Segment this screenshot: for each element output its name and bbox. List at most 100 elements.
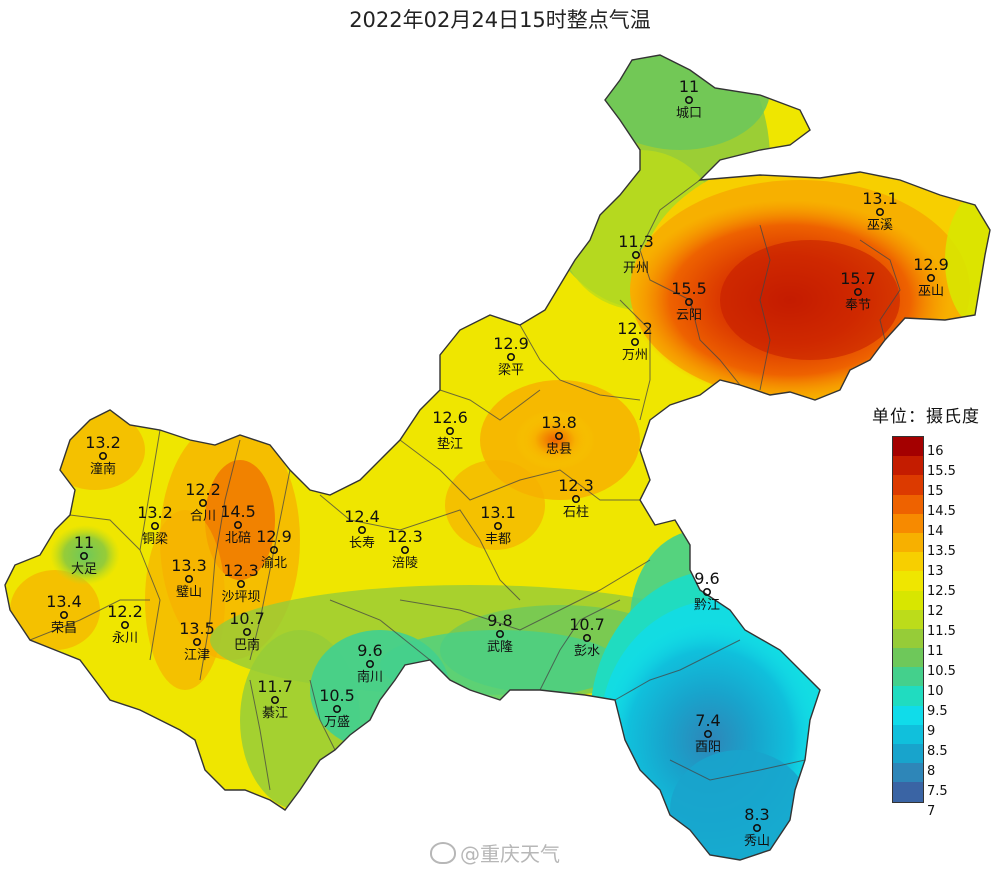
station-28: 9.6 黔江 xyxy=(694,569,720,613)
watermark: @重庆天气 xyxy=(430,838,560,867)
station-name: 綦江 xyxy=(262,706,288,721)
station-name: 巴南 xyxy=(234,637,260,653)
station-14: 13.2 铜梁 xyxy=(137,503,173,547)
legend-swatch xyxy=(893,494,923,514)
station-name: 大足 xyxy=(71,562,97,577)
station-33: 8.3 秀山 xyxy=(744,805,770,849)
station-5: 15.5 云阳 xyxy=(671,279,707,323)
legend-swatch xyxy=(893,667,923,687)
legend-tick-label: 7.5 xyxy=(927,784,948,799)
station-22: 13.4 荣昌 xyxy=(46,592,82,636)
station-31: 10.5 万盛 xyxy=(319,686,355,730)
watermark-text: @重庆天气 xyxy=(460,842,560,866)
legend-tick-label: 12 xyxy=(927,604,944,619)
legend-tick-label: 10 xyxy=(927,684,944,699)
legend-swatch xyxy=(893,782,923,802)
station-30: 11.7 綦江 xyxy=(257,677,293,721)
district-boundaries xyxy=(29,179,901,791)
station-temperature: 9.8 xyxy=(487,611,512,630)
station-temperature: 12.4 xyxy=(344,507,380,526)
station-8: 12.6 垫江 xyxy=(432,408,468,452)
station-temperature: 15.7 xyxy=(840,269,876,288)
station-15: 12.9 渝北 xyxy=(256,527,292,571)
station-marker-icon xyxy=(357,525,366,534)
station-marker-icon xyxy=(752,823,761,832)
station-temperature: 11 xyxy=(679,77,699,96)
station-marker-icon xyxy=(703,729,712,738)
station-temperature: 8.3 xyxy=(744,805,769,824)
station-10: 12.3 石柱 xyxy=(558,476,594,520)
station-temperature: 13.4 xyxy=(46,592,82,611)
station-26: 9.8 武隆 xyxy=(487,611,513,655)
station-name: 石柱 xyxy=(563,505,589,520)
legend-color-bar xyxy=(892,436,924,803)
station-marker-icon xyxy=(495,629,504,638)
station-temperature: 12.6 xyxy=(432,408,468,427)
station-name: 合川 xyxy=(190,509,216,524)
station-marker-icon xyxy=(99,451,108,460)
station-17: 12.3 涪陵 xyxy=(387,527,423,571)
station-marker-icon xyxy=(506,352,515,361)
station-marker-icon xyxy=(365,659,374,668)
station-25: 10.7 巴南 xyxy=(229,609,265,653)
station-name: 云阳 xyxy=(676,308,702,323)
station-temperature: 12.9 xyxy=(493,334,529,353)
legend-swatch xyxy=(893,475,923,495)
station-temperature: 12.3 xyxy=(558,476,594,495)
station-name: 梁平 xyxy=(498,363,524,378)
legend-tick-label: 9 xyxy=(927,724,936,739)
legend-swatch xyxy=(893,552,923,572)
station-temperature: 11.3 xyxy=(618,232,654,251)
station-name: 璧山 xyxy=(176,584,202,600)
station-marker-icon xyxy=(234,520,243,529)
station-temperature: 11.7 xyxy=(257,677,293,696)
station-name: 秀山 xyxy=(744,834,770,849)
station-marker-icon xyxy=(80,551,89,560)
station-0: 11 城口 xyxy=(676,77,702,121)
station-29: 9.6 南川 xyxy=(357,641,383,685)
station-name: 涪陵 xyxy=(392,556,418,571)
station-marker-icon xyxy=(185,574,194,583)
station-marker-icon xyxy=(270,695,279,704)
weibo-logo-icon xyxy=(430,842,456,864)
station-marker-icon xyxy=(151,521,160,530)
station-temperature: 10.7 xyxy=(229,609,265,628)
legend-swatch xyxy=(893,437,923,457)
legend-swatch xyxy=(893,763,923,783)
legend-swatch xyxy=(893,590,923,610)
station-temperature: 13.8 xyxy=(541,413,577,432)
station-12: 12.2 合川 xyxy=(185,480,221,524)
station-temperature: 13.1 xyxy=(480,503,516,522)
station-marker-icon xyxy=(243,627,252,636)
station-temperature: 13.3 xyxy=(171,556,207,575)
station-temperature: 11 xyxy=(74,533,94,552)
station-marker-icon xyxy=(445,426,454,435)
legend-swatch xyxy=(893,648,923,668)
legend-swatch xyxy=(893,705,923,725)
station-marker-icon xyxy=(926,273,935,282)
legend-swatch xyxy=(893,456,923,476)
station-marker-icon xyxy=(237,579,246,588)
station-marker-icon xyxy=(630,337,639,346)
station-temperature: 12.2 xyxy=(185,480,221,499)
station-marker-icon xyxy=(582,633,591,642)
station-temperature: 13.2 xyxy=(85,433,121,452)
station-name: 南川 xyxy=(357,669,383,685)
legend-tick-label: 8.5 xyxy=(927,744,948,759)
station-name: 垫江 xyxy=(437,436,463,452)
legend-tick-label: 14 xyxy=(927,524,944,539)
station-temperature: 15.5 xyxy=(671,279,707,298)
station-marker-icon xyxy=(684,297,693,306)
station-3: 15.7 奉节 xyxy=(840,269,876,313)
station-marker-icon xyxy=(571,494,580,503)
legend-tick-label: 10.5 xyxy=(927,664,956,679)
station-temperature: 13.1 xyxy=(862,189,898,208)
station-name: 渝北 xyxy=(261,555,287,571)
station-19: 11 大足 xyxy=(71,533,97,577)
legend-tick-label: 16 xyxy=(927,444,944,459)
legend-swatch xyxy=(893,686,923,706)
station-name: 永川 xyxy=(112,631,138,646)
station-20: 13.3 璧山 xyxy=(171,556,207,600)
station-temperature: 13.2 xyxy=(137,503,173,522)
